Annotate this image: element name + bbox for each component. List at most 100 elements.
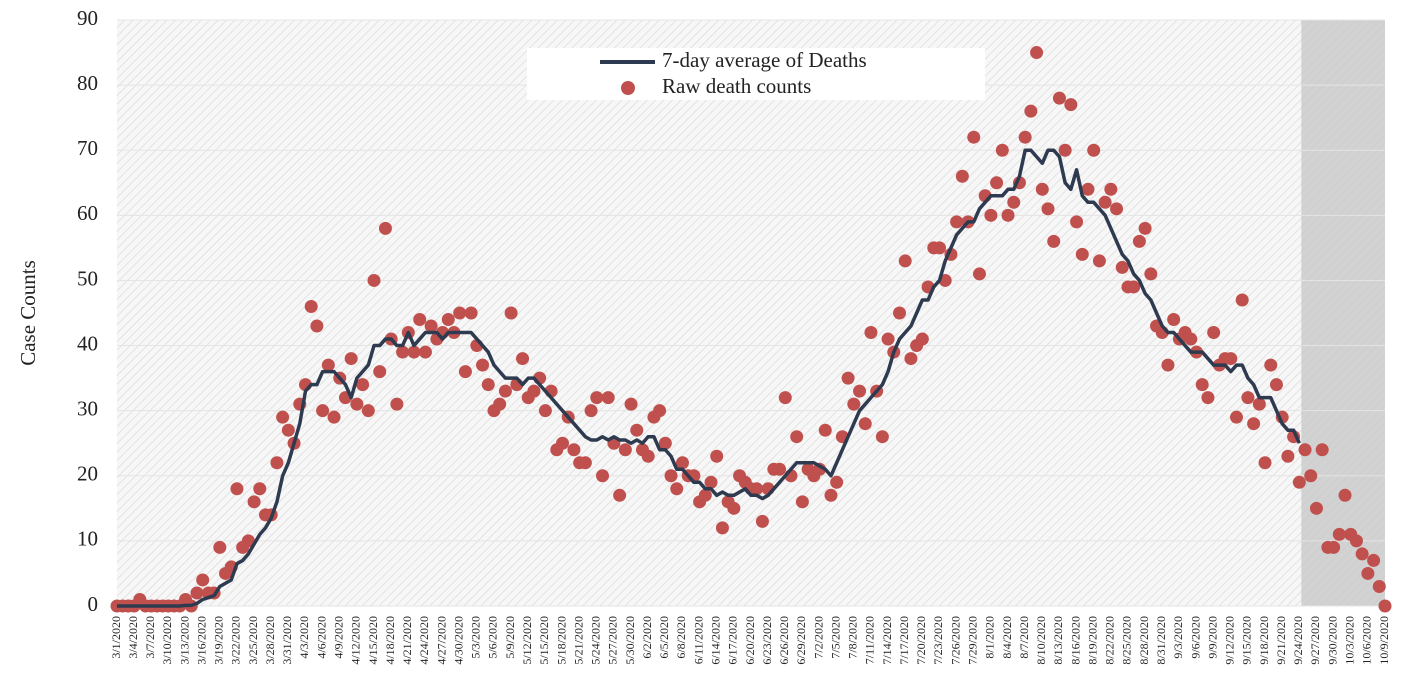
data-point — [1281, 449, 1295, 463]
data-point — [361, 404, 375, 418]
data-point — [698, 488, 712, 502]
data-point — [413, 313, 427, 327]
data-point — [1018, 130, 1032, 144]
data-point — [1264, 358, 1278, 372]
x-tick-label: 9/24/2020 — [1291, 616, 1305, 665]
data-point — [984, 208, 998, 222]
data-point — [1138, 221, 1152, 235]
data-point — [1058, 143, 1072, 157]
x-tick-label: 7/2/2020 — [811, 616, 825, 659]
data-point — [972, 267, 986, 281]
x-tick-label: 5/15/2020 — [537, 616, 551, 665]
x-tick-label: 5/24/2020 — [589, 616, 603, 665]
data-point — [1361, 566, 1375, 580]
data-point — [316, 404, 330, 418]
data-point — [675, 456, 689, 470]
data-point — [567, 443, 581, 457]
x-tick-label: 3/10/2020 — [160, 616, 174, 665]
y-tick-label: 80 — [77, 71, 98, 95]
x-tick-label: 5/3/2020 — [469, 616, 483, 659]
data-point — [1144, 267, 1158, 281]
data-point — [864, 326, 878, 340]
data-point — [407, 345, 421, 359]
data-point — [773, 462, 787, 476]
data-point — [190, 586, 204, 600]
y-tick-label: 70 — [77, 136, 98, 160]
data-point — [1355, 547, 1369, 561]
data-point — [727, 501, 741, 515]
data-point — [378, 221, 392, 235]
data-point — [481, 378, 495, 392]
data-point — [595, 469, 609, 483]
x-tick-label: 8/4/2020 — [1000, 616, 1014, 659]
data-point — [1064, 98, 1078, 112]
data-point — [230, 482, 244, 496]
x-tick-label: 4/27/2020 — [434, 616, 448, 665]
data-point — [556, 436, 570, 450]
data-point — [624, 397, 638, 411]
x-tick-label: 3/25/2020 — [246, 616, 260, 665]
data-point — [396, 345, 410, 359]
x-tick-label: 5/30/2020 — [623, 616, 637, 665]
x-tick-label: 6/11/2020 — [691, 616, 705, 664]
data-point — [367, 273, 381, 287]
data-point — [253, 482, 267, 496]
data-point — [321, 358, 335, 372]
legend-dot — [621, 81, 635, 95]
data-point — [755, 514, 769, 528]
data-point — [1092, 254, 1106, 268]
data-point — [281, 423, 295, 437]
data-point — [853, 384, 867, 398]
x-tick-label: 9/18/2020 — [1257, 616, 1271, 665]
data-point — [995, 143, 1009, 157]
x-tick-label: 5/18/2020 — [554, 616, 568, 665]
data-point — [356, 378, 370, 392]
data-point — [196, 573, 210, 587]
data-point — [1047, 234, 1061, 248]
x-tick-label: 5/6/2020 — [486, 616, 500, 659]
data-point — [1367, 553, 1381, 567]
x-tick-label: 6/14/2020 — [708, 616, 722, 665]
data-point — [904, 352, 918, 366]
data-point — [578, 456, 592, 470]
data-point — [1024, 104, 1038, 118]
data-point — [955, 169, 969, 183]
data-point — [1007, 195, 1021, 209]
x-tick-label: 8/28/2020 — [1137, 616, 1151, 665]
data-point — [1258, 456, 1272, 470]
y-tick-label: 50 — [77, 266, 98, 290]
data-point — [818, 423, 832, 437]
data-point — [476, 358, 490, 372]
data-point — [458, 365, 472, 379]
data-point — [1110, 202, 1124, 216]
data-point — [304, 299, 318, 313]
x-tick-label: 5/12/2020 — [520, 616, 534, 665]
data-point — [441, 313, 455, 327]
data-point — [1081, 182, 1095, 196]
plot-background — [117, 20, 1385, 606]
data-point — [1309, 501, 1323, 515]
data-point — [270, 456, 284, 470]
data-point — [630, 423, 644, 437]
legend-label: 7-day average of Deaths — [662, 48, 867, 72]
data-point — [601, 391, 615, 405]
x-tick-label: 9/6/2020 — [1188, 616, 1202, 659]
x-tick-label: 4/21/2020 — [400, 616, 414, 665]
data-point — [875, 430, 889, 444]
data-point — [453, 306, 467, 320]
data-point — [967, 130, 981, 144]
data-point — [1378, 599, 1392, 613]
data-point — [590, 391, 604, 405]
data-point — [464, 306, 478, 320]
x-tick-label: 5/9/2020 — [503, 616, 517, 659]
data-point — [1372, 579, 1386, 593]
legend-box — [527, 48, 985, 100]
x-tick-label: 10/6/2020 — [1360, 616, 1374, 665]
data-point — [241, 534, 255, 548]
y-tick-label: 20 — [77, 462, 98, 486]
data-point — [1098, 195, 1112, 209]
data-point — [715, 521, 729, 535]
x-tick-label: 3/31/2020 — [280, 616, 294, 665]
data-point — [1201, 391, 1215, 405]
x-tick-label: 3/13/2020 — [177, 616, 191, 665]
